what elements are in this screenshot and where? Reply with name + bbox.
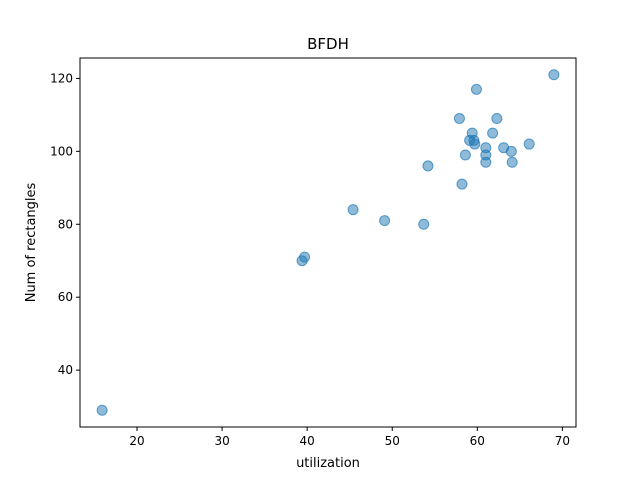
scatter-point: [469, 138, 481, 150]
plot-area: 20 30 40 50 60 70 40 60 80 100 120: [50, 57, 577, 448]
plot-frame: [79, 57, 577, 428]
scatter-point: [379, 215, 391, 227]
scatter-point: [422, 160, 434, 172]
scatter-point: [456, 178, 468, 190]
x-tick-label: 70: [555, 434, 570, 448]
scatter-point: [453, 113, 465, 125]
scatter-point: [480, 156, 492, 168]
x-tick-label: 60: [470, 434, 485, 448]
y-tick-label: 100: [50, 144, 73, 158]
y-tick-label: 40: [58, 363, 73, 377]
y-tick-label: 120: [50, 71, 73, 85]
scatter-point: [459, 149, 471, 161]
scatter-point: [487, 127, 499, 139]
x-tick-label: 40: [300, 434, 315, 448]
scatter-point: [347, 204, 359, 216]
y-axis: 40 60 80 100 120: [50, 71, 80, 377]
data-points: [96, 69, 560, 416]
x-tick-label: 50: [385, 434, 400, 448]
x-axis-label: utilization: [296, 456, 360, 471]
x-tick-label: 20: [129, 434, 144, 448]
scatter-point: [491, 113, 503, 125]
scatter-point: [505, 145, 517, 157]
x-tick-label: 30: [214, 434, 229, 448]
scatter-point: [299, 251, 311, 263]
scatter-point: [523, 138, 535, 150]
scatter-point: [418, 218, 430, 230]
x-axis: 20 30 40 50 60 70: [129, 427, 570, 448]
y-axis-label: Num of rectangles: [24, 182, 39, 302]
scatter-point: [470, 83, 482, 95]
scatter-point: [96, 404, 108, 416]
chart-title: BFDH: [307, 35, 349, 53]
y-tick-label: 80: [58, 217, 73, 231]
scatter-point: [548, 69, 560, 81]
y-tick-label: 60: [58, 290, 73, 304]
scatter-point: [506, 156, 518, 168]
